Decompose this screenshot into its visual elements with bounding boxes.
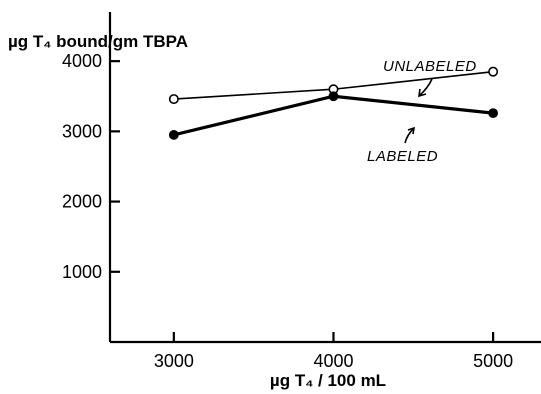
y-tick-label: 4000 [62,51,102,71]
labeled-pointer-arrowhead [407,126,416,135]
x-axis-label: µg T₄ / 100 mL [270,371,386,390]
series-points [168,66,499,140]
y-tick-label: 1000 [62,262,102,282]
x-ticks: 3000 4000 5000 [154,332,513,371]
data-point-unlabeled [488,66,499,77]
data-point-labeled [488,108,499,119]
data-point-unlabeled [168,94,179,105]
unlabeled-pointer-arrowhead [418,88,427,98]
series-line-labeled [173,94,494,137]
x-tick-label: 5000 [473,351,513,371]
unlabeled-pointer-arrow [418,78,433,97]
x-tick-label: 3000 [154,351,194,371]
y-tick-label: 3000 [62,121,102,141]
y-tick-label: 2000 [62,192,102,212]
x-tick-label: 4000 [313,351,353,371]
y-axis-label: µg T₄ bound/gm TBPA [8,32,188,51]
series-lines [173,70,494,137]
data-point-labeled [168,129,179,140]
series-label-labeled: LABELED [367,148,438,165]
series-label-unlabeled: UNLABELED [383,58,477,75]
data-point-labeled [328,91,339,102]
y-ticks: 1000 2000 3000 4000 [62,51,120,282]
